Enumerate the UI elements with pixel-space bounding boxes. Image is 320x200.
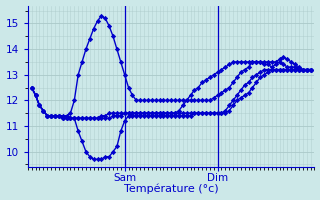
X-axis label: Température (°c): Température (°c)	[124, 184, 219, 194]
